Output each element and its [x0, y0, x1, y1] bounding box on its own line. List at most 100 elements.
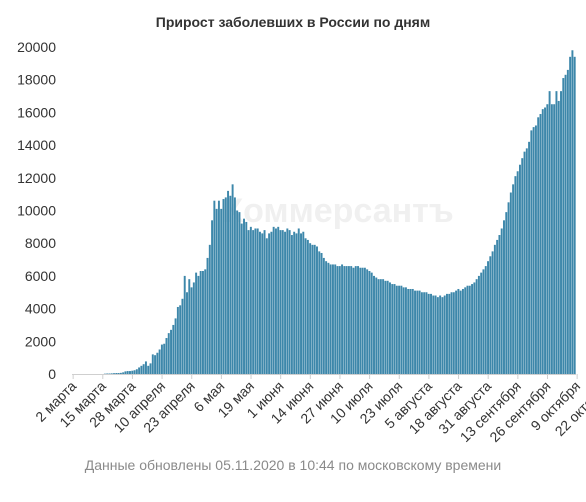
bar	[284, 231, 287, 374]
bar	[395, 285, 398, 374]
y-tick-label: 20000	[17, 39, 56, 55]
y-tick-label: 16000	[17, 104, 56, 120]
bar	[384, 280, 387, 374]
bar	[500, 228, 503, 374]
bar	[318, 251, 321, 375]
bar	[261, 233, 264, 374]
bar	[514, 176, 517, 374]
bar	[482, 269, 485, 374]
bar	[124, 371, 127, 374]
bar	[281, 230, 284, 374]
bar	[386, 280, 389, 374]
bar	[347, 266, 350, 374]
bar	[432, 295, 435, 374]
bar	[484, 266, 487, 374]
bar	[167, 333, 170, 375]
bar	[370, 272, 373, 374]
bar	[480, 272, 483, 374]
bar	[265, 238, 268, 374]
bar	[165, 338, 168, 374]
bar	[473, 282, 476, 374]
bar	[227, 190, 230, 374]
bar	[407, 288, 410, 374]
bar	[430, 293, 432, 374]
bar	[400, 285, 403, 374]
bar	[457, 288, 460, 374]
y-tick-label: 14000	[17, 137, 56, 153]
bar	[441, 297, 444, 374]
bar	[455, 290, 458, 374]
bar	[341, 264, 344, 374]
bar	[443, 295, 446, 374]
bar	[507, 202, 510, 374]
bar	[279, 230, 282, 374]
bar	[272, 226, 275, 374]
bar	[179, 305, 182, 374]
chart-title: Прирост заболевших в России по дням	[155, 14, 431, 30]
bar	[222, 199, 225, 374]
footer-note: Данные обновлены 05.11.2020 в 10:44 по м…	[84, 457, 502, 473]
bar	[277, 226, 280, 374]
bar	[129, 371, 131, 374]
bar	[297, 228, 300, 374]
bar	[557, 100, 560, 374]
bar	[186, 292, 188, 374]
bar	[247, 230, 250, 374]
bar	[213, 200, 216, 374]
bar	[468, 285, 471, 374]
bar	[208, 244, 211, 374]
bar	[174, 318, 177, 374]
bar	[286, 228, 289, 374]
bar	[192, 282, 195, 374]
bar	[224, 197, 227, 374]
bar	[204, 269, 207, 374]
bar	[256, 228, 259, 374]
bar	[313, 244, 316, 374]
bar	[259, 231, 261, 374]
bar	[461, 288, 464, 374]
bar	[518, 164, 521, 374]
bar	[316, 246, 318, 374]
watermark: Коммерсантъ	[222, 192, 453, 230]
bar	[375, 277, 378, 374]
bar	[498, 235, 501, 374]
bar	[505, 212, 508, 374]
bar	[158, 349, 161, 374]
bar	[274, 228, 277, 374]
bar	[238, 212, 241, 374]
bar	[363, 267, 366, 374]
bar	[343, 266, 346, 374]
bar	[327, 262, 330, 374]
y-tick-label: 18000	[17, 72, 56, 88]
bar	[183, 275, 186, 374]
bar	[493, 244, 496, 374]
bar	[573, 56, 576, 375]
bar	[373, 275, 375, 374]
bar	[217, 200, 220, 374]
bar	[215, 208, 218, 374]
bar	[459, 290, 462, 374]
y-tick-label: 10000	[17, 203, 56, 219]
bar	[163, 343, 166, 374]
bar	[295, 233, 298, 374]
bar	[329, 264, 332, 374]
bar	[512, 184, 515, 374]
bar	[391, 284, 394, 374]
bar	[528, 141, 531, 374]
bar	[147, 365, 150, 374]
bar	[334, 264, 337, 374]
bar	[544, 107, 547, 374]
bar	[142, 364, 145, 374]
bar	[181, 298, 184, 374]
bar	[555, 91, 558, 374]
bar	[236, 210, 239, 374]
bar	[229, 195, 232, 374]
bar	[448, 293, 451, 374]
bar	[464, 287, 467, 374]
bar	[135, 369, 138, 374]
bar	[195, 272, 198, 374]
bar	[117, 373, 120, 374]
bar	[439, 295, 442, 374]
bar	[402, 287, 405, 374]
